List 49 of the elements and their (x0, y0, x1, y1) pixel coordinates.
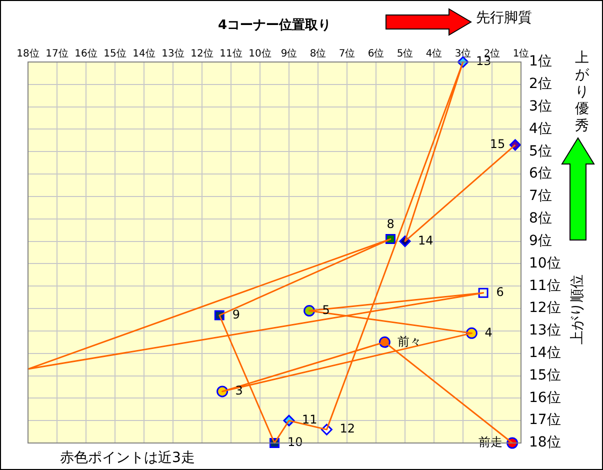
x-tick-label: 4位 (426, 48, 442, 60)
y-tick-label: 9位 (529, 232, 552, 249)
text: 赤色ポイントは近3走 (60, 450, 195, 466)
annotation: 3 (235, 384, 243, 398)
x-axis-title: 4コーナー位置取り (218, 18, 332, 34)
x-tick-label: 10位 (248, 48, 272, 60)
annotation: 12 (340, 422, 355, 436)
x-tick-label: 17位 (46, 48, 68, 60)
annotation: 4 (484, 325, 492, 340)
annotation: 14 (418, 233, 434, 248)
y-axis-title: 上がり順位 (569, 274, 586, 345)
x-tick-label: 12位 (190, 48, 214, 60)
y-tick-label: 5位 (529, 143, 552, 160)
y-tick-label: 18位 (529, 434, 561, 451)
y-tick-label: 8位 (529, 210, 552, 227)
y-tick-label: 2位 (529, 76, 552, 92)
x-tick-label: 6位 (368, 48, 384, 60)
annotation: 15 (490, 137, 506, 152)
y-tick-label: 12位 (529, 300, 561, 316)
x-tick-label: 7位 (338, 48, 356, 60)
x-tick-label: 15位 (104, 48, 126, 60)
annotation: 9 (232, 307, 240, 322)
annotation: 11 (302, 412, 318, 427)
y-tick-label: 4位 (529, 120, 552, 137)
y-tick-label: 13位 (529, 322, 561, 339)
x-tick-label: 16位 (74, 48, 98, 60)
text: 先行脚質 (476, 10, 532, 26)
y-tick-label: 3位 (529, 98, 552, 114)
y-tick-label: 17位 (529, 412, 561, 428)
x-tick-label: 8位 (310, 48, 326, 60)
x-tick-label: 1位 (512, 48, 530, 60)
y-tick-label: 6位 (529, 166, 552, 182)
y-tick-label: 15位 (529, 367, 561, 384)
annotation: 8 (386, 217, 394, 232)
x-tick-label: 18位 (16, 48, 40, 60)
text: 上がり優秀 (574, 50, 590, 135)
x-tick-label: 9位 (280, 48, 298, 60)
y-tick-label: 14位 (529, 344, 561, 361)
x-tick-label: 11位 (220, 48, 242, 60)
annotation: 6 (496, 284, 504, 299)
y-tick-label: 11位 (529, 278, 561, 294)
y-tick-label: 16位 (529, 390, 561, 406)
annotation: 前々 (398, 334, 422, 348)
x-tick-label: 3位 (454, 48, 472, 60)
y-tick-label: 7位 (529, 188, 552, 204)
x-tick-label: 13位 (162, 48, 184, 60)
x-tick-label: 5位 (396, 48, 414, 60)
x-tick-label: 14位 (132, 48, 156, 60)
y-tick-label: 10位 (529, 255, 561, 272)
